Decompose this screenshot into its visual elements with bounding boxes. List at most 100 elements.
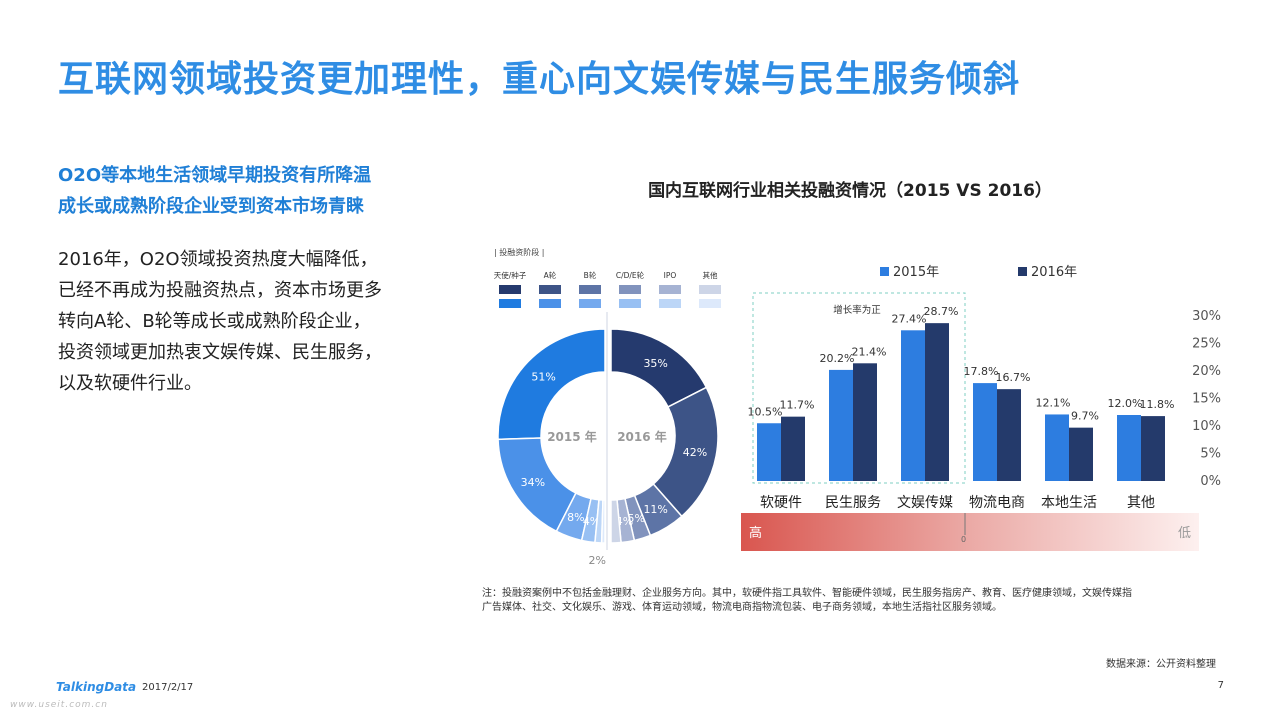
bar-value-label: 21.4%	[852, 345, 887, 358]
donut-legend-swatch-2015	[499, 299, 521, 308]
donut-legend-swatch-2015	[699, 299, 721, 308]
donut-legend-swatch-2016	[619, 285, 641, 294]
gradient-zero-label: 0	[961, 535, 966, 544]
y-tick-label: 25%	[1192, 337, 1221, 352]
bar	[829, 369, 853, 481]
page-number: 7	[1217, 680, 1224, 691]
category-label: 其他	[1127, 495, 1155, 511]
footer-date: 2017/2/17	[142, 682, 194, 693]
bar-legend-swatch	[880, 267, 889, 276]
y-tick-label: 30%	[1192, 309, 1221, 324]
bar	[757, 423, 781, 481]
y-tick-label: 5%	[1200, 447, 1221, 462]
body-line: 以及软硬件行业。	[58, 373, 202, 394]
donut-legend-label: 天使/种子	[494, 270, 527, 280]
category-label: 文娱传媒	[897, 495, 953, 511]
subheading: O2O等本地生活领域早期投资有所降温 成长或成熟阶段企业受到资本市场青睐	[58, 160, 371, 222]
body-line: 投资领域更加热衷文娱传媒、民生服务，	[58, 342, 382, 363]
bar-value-label: 17.8%	[964, 365, 999, 378]
donut-legend-label: 其他	[703, 270, 718, 280]
body-line: 已经不再成为投融资热点，资本市场更多	[58, 280, 382, 301]
donut-legend-label: C/D/E轮	[616, 270, 645, 280]
watermark: www.useit.com.cn	[10, 700, 108, 710]
bar	[1069, 427, 1093, 481]
bar	[1117, 415, 1141, 481]
subheading-line-1: O2O等本地生活领域早期投资有所降温	[58, 165, 372, 186]
bar-value-label: 11.8%	[1140, 398, 1175, 411]
donut-legend-label: A轮	[544, 270, 557, 280]
gradient-high-label: 高	[749, 525, 762, 541]
data-source: 数据来源：公开资料整理	[1106, 659, 1216, 670]
bar-legend-swatch	[1018, 267, 1027, 276]
donut-slice-label: 42%	[683, 446, 707, 459]
donut-slice	[600, 499, 606, 544]
bar	[901, 330, 925, 481]
donut-legend-swatch-2016	[499, 285, 521, 294]
donut-legend-title: | 投融资阶段 |	[494, 247, 544, 257]
donut-legend-swatch-2015	[619, 299, 641, 308]
donut-legend-label: B轮	[584, 270, 597, 280]
gradient-low-label: 低	[1178, 526, 1191, 541]
bar-value-label: 20.2%	[820, 352, 855, 365]
bar-chart-title: 国内互联网行业相关投融资情况（2015 VS 2016）	[648, 181, 1052, 201]
y-tick-label: 0%	[1200, 474, 1221, 489]
footnote-line: 注：投融资案例中不包括金融理财、企业服务方向。其中，软硬件指工具软件、智能硬件领…	[482, 588, 1132, 599]
sector-bar-chart: 2015年 2016年增长率为正0%5%10%15%20%25%30%10.5%1…	[741, 265, 1221, 551]
positive-growth-annotation: 增长率为正	[833, 304, 881, 316]
donut-legend-swatch-2015	[579, 299, 601, 308]
donut-legend-swatch-2015	[539, 299, 561, 308]
page-title: 互联网领域投资更加理性，重心向文娱传媒与民生服务倾斜	[58, 59, 1021, 100]
donut-slice-label: 51%	[531, 370, 555, 383]
donut-legend-swatch-2016	[579, 285, 601, 294]
y-tick-label: 10%	[1192, 419, 1221, 434]
bar-value-label: 27.4%	[892, 312, 927, 325]
bar	[781, 416, 805, 481]
donut-center-label-2016: 2016 年	[617, 429, 667, 444]
positive-growth-box	[752, 292, 966, 484]
donut-slice-label: 2%	[588, 554, 605, 567]
donut-center-label-2015: 2015 年	[547, 429, 597, 444]
footnote-line: 广告媒体、社交、文化娱乐、游戏、体育运动领域，物流电商指物流包装、电子商务领域，…	[482, 602, 1002, 613]
donut-slice-label: 5%	[628, 512, 645, 525]
category-label: 软硬件	[760, 495, 802, 511]
bar-legend-label: 2015年	[893, 265, 939, 280]
stage-donut-chart: | 投融资阶段 |天使/种子 A轮 B轮 C/D/E轮 IPO 其他 51%34%8%4%…	[494, 247, 721, 567]
category-label: 物流电商	[969, 495, 1025, 511]
y-tick-label: 20%	[1192, 364, 1221, 379]
donut-legend-swatch-2016	[539, 285, 561, 294]
category-label: 民生服务	[825, 495, 881, 511]
subheading-line-2: 成长或成熟阶段企业受到资本市场青睐	[58, 196, 364, 217]
bar-value-label: 16.7%	[996, 371, 1031, 384]
donut-legend-swatch-2016	[699, 285, 721, 294]
talkingdata-logo: TalkingData	[56, 680, 137, 694]
donut-slice-label: 34%	[521, 476, 545, 489]
bar-value-label: 11.7%	[780, 399, 815, 412]
body-paragraph: 2016年，O2O领域投资热度大幅降低， 已经不再成为投融资热点，资本市场更多 …	[58, 244, 438, 399]
donut-legend-swatch-2015	[659, 299, 681, 308]
bar-value-label: 12.0%	[1108, 397, 1143, 410]
bar	[1141, 416, 1165, 481]
donut-slice-label: 11%	[643, 503, 667, 516]
footnote: 注：投融资案例中不包括金融理财、企业服务方向。其中，软硬件指工具软件、智能硬件领…	[482, 587, 1222, 615]
bar	[925, 323, 949, 481]
bar	[973, 383, 997, 481]
bar	[853, 363, 877, 481]
bar-legend-label: 2016年	[1031, 265, 1077, 280]
donut-legend-label: IPO	[664, 271, 677, 280]
donut-slice-label: 35%	[643, 357, 667, 370]
y-tick-label: 15%	[1192, 392, 1221, 407]
donut-slice-label: 8%	[567, 511, 584, 524]
bar-value-label: 9.7%	[1071, 410, 1099, 423]
body-line: 转向A轮、B轮等成长或成熟阶段企业，	[58, 311, 371, 332]
bar-value-label: 28.7%	[924, 305, 959, 318]
donut-slice	[610, 498, 622, 544]
bar-value-label: 12.1%	[1036, 396, 1071, 409]
donut-legend-swatch-2016	[659, 285, 681, 294]
category-label: 本地生活	[1041, 495, 1097, 511]
bar	[997, 389, 1021, 481]
donut-slice	[497, 328, 606, 441]
body-line: 2016年，O2O领域投资热度大幅降低，	[58, 249, 378, 270]
intensity-gradient-bar	[741, 513, 1199, 551]
bar	[1045, 414, 1069, 481]
bar-value-label: 10.5%	[748, 405, 783, 418]
